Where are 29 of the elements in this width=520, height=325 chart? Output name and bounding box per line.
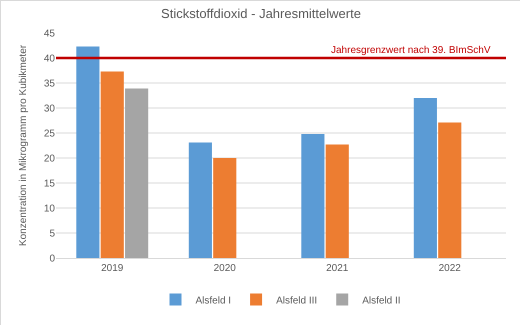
ref-line-label: Jahresgrenzwert nach 39. BImSchV [331, 45, 491, 56]
legend-label: Alsfeld I [196, 295, 232, 306]
legend-label: Alsfeld II [362, 295, 401, 306]
bar [125, 88, 148, 258]
y-tick-label: 10 [44, 204, 56, 214]
legend-label: Alsfeld III [276, 295, 318, 306]
x-tick-label: 2021 [326, 263, 349, 274]
x-tick-label: 2020 [214, 263, 236, 274]
y-tick-label: 5 [49, 228, 56, 240]
y-tick-label: 30 [44, 104, 56, 114]
y-tick-label: 35 [44, 78, 56, 90]
y-tick-label: 25 [44, 128, 56, 140]
y-tick-label: 45 [44, 28, 56, 40]
bar [76, 46, 100, 258]
bar [438, 122, 462, 258]
y-tick-label: 15 [44, 178, 56, 190]
x-tick-label: 2019 [101, 263, 124, 274]
bar [100, 72, 124, 258]
chart-title: Stickstoffdioxid - Jahresmittelwerte [161, 6, 361, 22]
bar [414, 98, 437, 258]
bar [326, 144, 349, 258]
y-axis-title: Konzentration in Mikrogramm pro Kubikmeter [18, 44, 29, 246]
x-tick-label: 2022 [438, 263, 462, 274]
y-tick-label: 0 [49, 254, 56, 264]
bar [213, 158, 236, 258]
bar [188, 142, 212, 258]
y-tick-label: 40 [44, 54, 56, 64]
y-tick-label: 20 [44, 154, 56, 164]
bar [301, 134, 324, 258]
